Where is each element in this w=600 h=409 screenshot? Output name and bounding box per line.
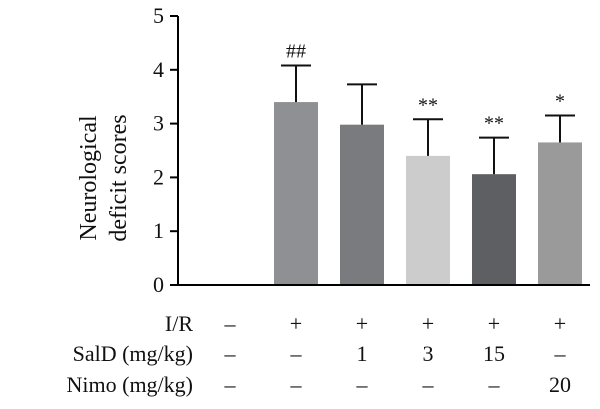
y-tick-label: 5 (153, 3, 164, 28)
condition-row-label: I/R (165, 311, 193, 336)
y-tick-label: 3 (153, 111, 164, 136)
bars (274, 102, 582, 286)
bar (406, 155, 450, 285)
condition-row-label: Nimo (mg/kg) (67, 372, 194, 397)
error-bars (281, 64, 575, 175)
y-axis-label-line-2: deficit scores (106, 114, 132, 241)
condition-value: + (422, 311, 434, 336)
condition-value: 1 (357, 341, 368, 366)
y-axis-label-line-1: Neurological (76, 115, 102, 241)
significance-marker: * (555, 91, 565, 113)
condition-value: – (224, 341, 237, 366)
condition-table: I/R – + + + + + SalD (mg/kg) – – 1 3 15 – Nimo (mg/kg)… (67, 311, 572, 397)
condition-value: 15 (483, 341, 505, 366)
condition-value: – (488, 372, 501, 397)
y-tick-label: 0 (153, 272, 164, 297)
bar (340, 124, 384, 286)
condition-value: + (356, 311, 368, 336)
bar (472, 174, 516, 285)
condition-value: – (290, 372, 303, 397)
bar (274, 102, 318, 285)
significance-marker: ## (286, 40, 306, 62)
significance-marker: ** (484, 113, 504, 135)
condition-value: 20 (549, 372, 571, 397)
condition-value: + (290, 311, 302, 336)
condition-value: – (224, 311, 237, 336)
condition-value: + (554, 311, 566, 336)
condition-value: – (554, 341, 567, 366)
condition-value: – (356, 372, 369, 397)
y-tick-label: 1 (153, 218, 164, 243)
y-axis-ticks: 0 1 2 3 4 5 (153, 3, 178, 297)
y-tick-label: 4 (153, 57, 164, 82)
y-axis-label: Neurological deficit scores (76, 114, 132, 241)
significance-markers: ##***** (286, 40, 565, 134)
condition-value: – (422, 372, 435, 397)
significance-marker: ** (418, 94, 438, 116)
condition-row-label: SalD (mg/kg) (73, 341, 193, 366)
condition-value: 3 (423, 341, 434, 366)
condition-value: + (488, 311, 500, 336)
condition-value: – (290, 341, 303, 366)
y-tick-label: 2 (153, 164, 164, 189)
axes (177, 16, 590, 286)
condition-value: – (224, 372, 237, 397)
bar (538, 142, 582, 285)
